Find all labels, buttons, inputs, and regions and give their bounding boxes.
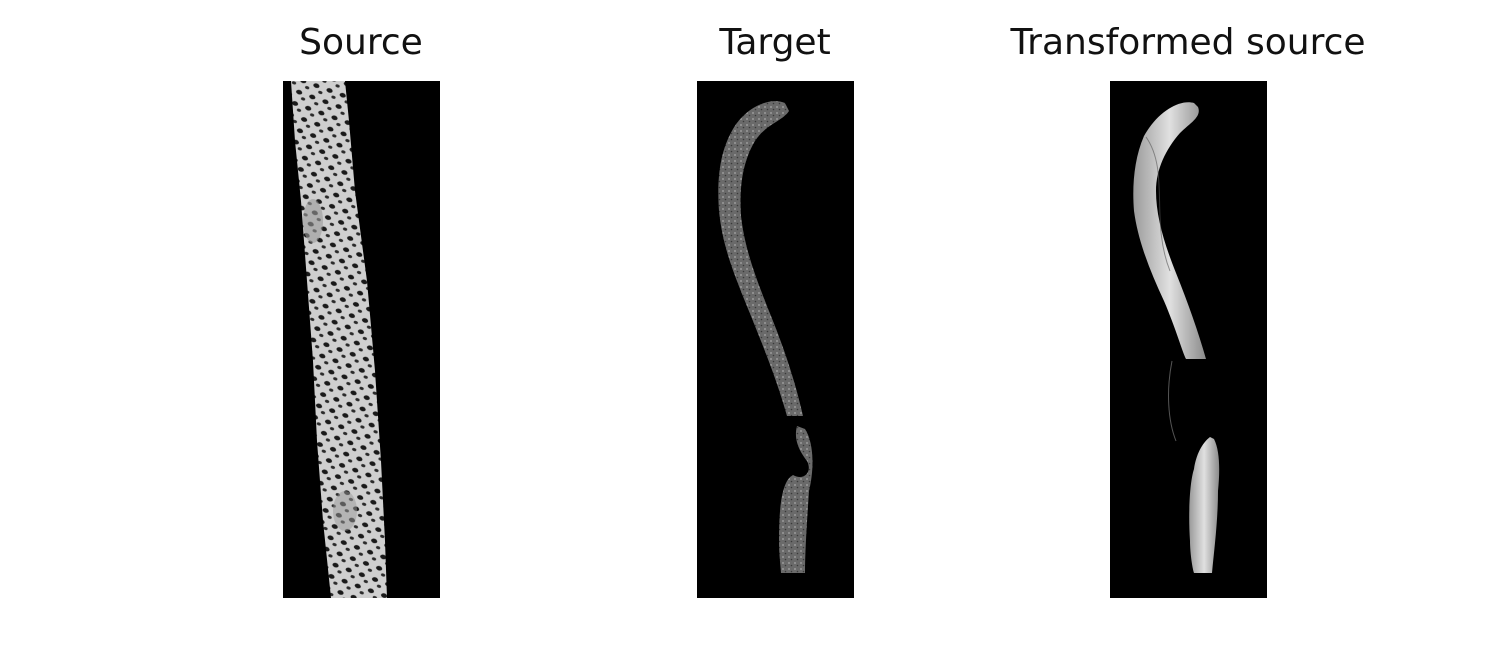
target-image	[697, 81, 854, 598]
target-tissue-upper	[718, 101, 803, 416]
target-tissue-lower	[779, 426, 812, 573]
transformed-source-image-canvas	[1110, 81, 1267, 598]
target-image-canvas	[697, 81, 854, 598]
transformed-source-image	[1110, 81, 1267, 598]
source-image-canvas	[283, 81, 440, 598]
transformed-tissue-upper	[1133, 102, 1206, 359]
panel-title-source: Source	[299, 22, 423, 63]
panel-title-target: Target	[719, 22, 830, 63]
panel-title-transformed-source: Transformed source	[1010, 22, 1365, 63]
transformed-tissue-lower	[1189, 437, 1219, 573]
source-image	[283, 81, 440, 598]
